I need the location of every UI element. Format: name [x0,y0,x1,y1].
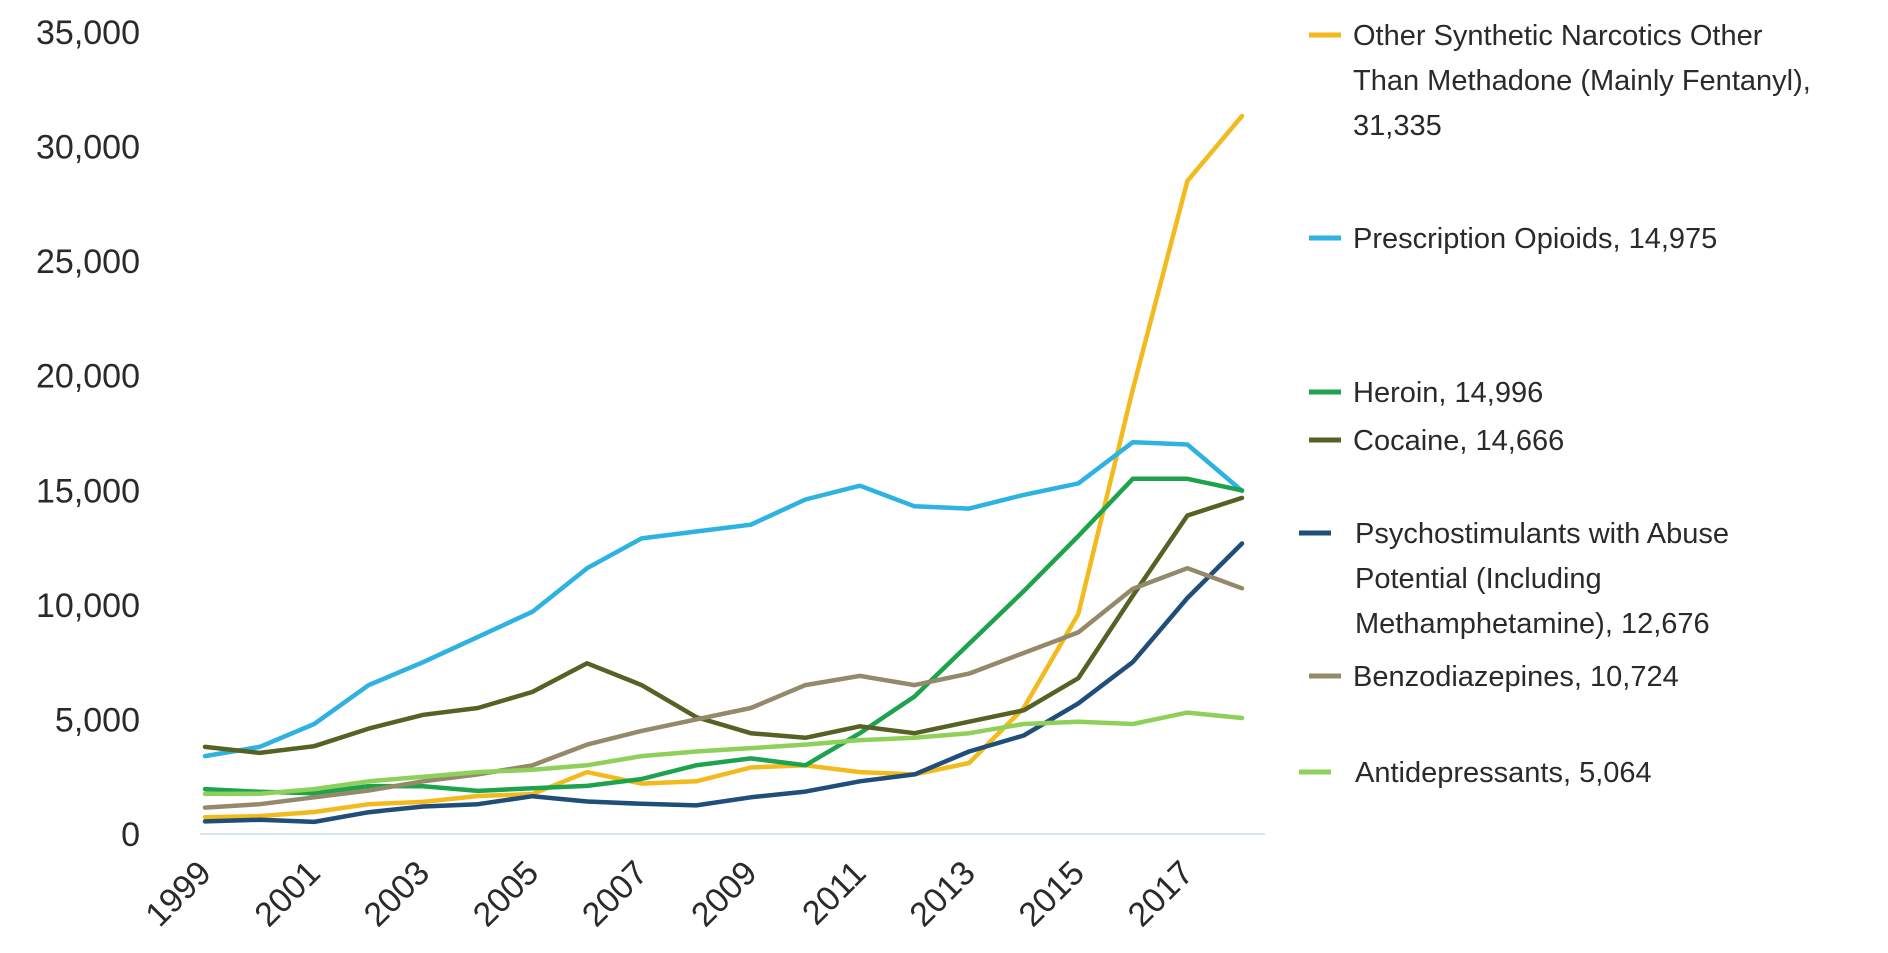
x-tick-label: 1999 [138,854,218,934]
series-lines [202,113,1245,825]
series-line-3 [202,495,1245,756]
legend: Other Synthetic Narcotics Other Than Meth… [1299,20,1811,789]
y-tick-label: 35,000 [36,14,140,52]
x-tick-label: 2015 [1012,854,1092,934]
y-tick-label: 15,000 [36,472,140,510]
series-line-6 [202,710,1245,797]
legend-label: Heroin, 14,996 [1353,377,1543,409]
legend-label: Antidepressants, 5,064 [1355,757,1652,789]
series-line-5 [202,565,1245,810]
y-tick-label: 10,000 [36,587,140,625]
y-tick-label: 5,000 [55,701,140,739]
y-tick-label: 20,000 [36,358,140,396]
y-tick-label: 0 [121,816,140,854]
x-tick-label: 2011 [795,854,874,933]
x-tick-label: 2013 [902,854,982,934]
x-tick-label: 2017 [1121,854,1201,934]
y-tick-label: 30,000 [36,129,140,167]
legend-label: Than Methadone (Mainly Fentanyl), [1353,65,1811,97]
series-line-0 [202,113,1245,820]
legend-label: Psychostimulants with Abuse [1355,518,1729,550]
x-tick-label: 2007 [575,854,655,934]
legend-label: 31,335 [1353,110,1442,142]
series-line-2 [202,476,1245,796]
legend-label: Other Synthetic Narcotics Other [1353,20,1763,52]
y-tick-label: 25,000 [36,243,140,281]
legend-label: Methamphetamine), 12,676 [1355,608,1710,640]
legend-label: Benzodiazepines, 10,724 [1353,661,1679,693]
series-line-4 [202,541,1245,825]
x-tick-label: 2005 [466,854,546,934]
x-tick-label: 2003 [357,854,437,934]
series-line-1 [202,439,1245,759]
x-axis-tick-labels: 1999 2001 2003 2005 2007 2009 2011 2013 2015 2017 [138,854,1201,934]
x-tick-label: 2009 [684,854,764,934]
legend-label: Prescription Opioids, 14,975 [1353,223,1717,255]
legend-label: Potential (Including [1355,563,1602,595]
y-axis-tick-labels: 0 5,000 10,000 15,000 20,000 25,000 30,000 35,0… [36,14,140,854]
legend-label: Cocaine, 14,666 [1353,425,1564,457]
x-tick-label: 2001 [247,854,327,934]
